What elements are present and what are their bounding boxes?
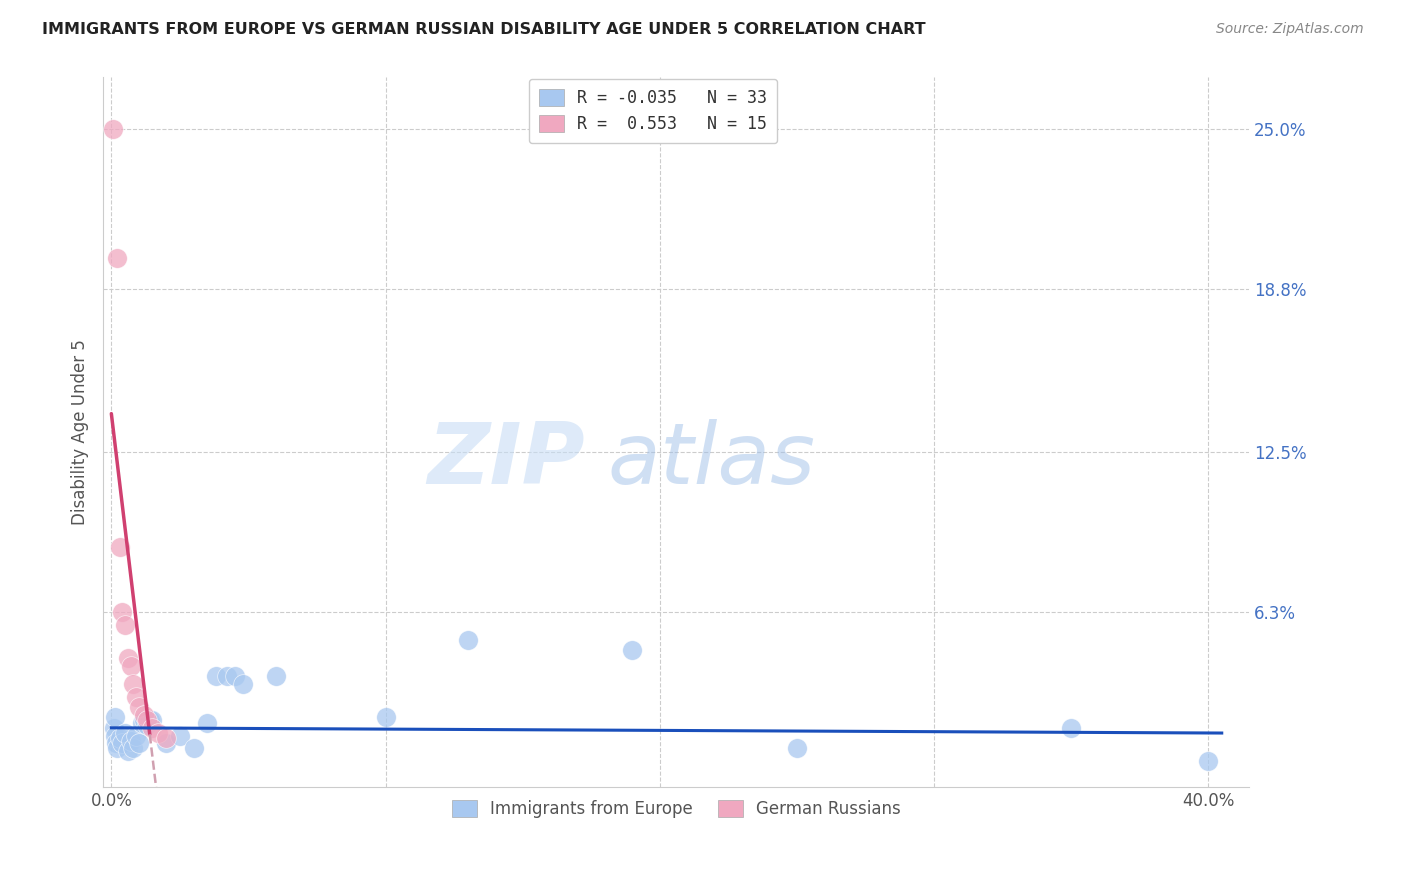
Point [117,651,139,665]
Point [128,700,150,714]
Point [128,736,150,750]
Text: atlas: atlas [607,419,815,502]
Point [146,726,169,740]
Point [117,744,139,758]
Point [131,715,153,730]
Point [103,721,125,735]
Point [114,617,136,632]
Point [169,729,191,743]
Point [111,736,134,750]
Point [195,715,218,730]
Text: Source: ZipAtlas.com: Source: ZipAtlas.com [1216,22,1364,37]
Point [136,713,159,727]
Point [374,710,396,724]
Point [264,669,287,683]
Point [155,736,177,750]
Point [183,741,205,756]
Point [125,729,148,743]
Legend: Immigrants from Europe, German Russians: Immigrants from Europe, German Russians [444,794,907,825]
Point [155,731,177,746]
Text: ZIP: ZIP [427,419,585,502]
Point [138,713,160,727]
Point [232,677,254,691]
Point [136,718,159,732]
Point [108,731,131,746]
Point [105,251,128,265]
Text: IMMIGRANTS FROM EUROPE VS GERMAN RUSSIAN DISABILITY AGE UNDER 5 CORRELATION CHAR: IMMIGRANTS FROM EUROPE VS GERMAN RUSSIAN… [42,22,925,37]
Point [105,736,128,750]
Point [1060,721,1083,735]
Point [786,741,808,756]
Point [120,658,142,673]
Point [141,713,163,727]
Point [141,721,163,735]
Point [621,643,644,657]
Point [114,726,136,740]
Point [215,669,238,683]
Point [457,633,479,648]
Point [104,729,127,743]
Point [111,605,134,619]
Point [108,540,131,554]
Point [122,741,145,756]
Point [104,710,127,724]
Point [134,713,156,727]
Y-axis label: Disability Age Under 5: Disability Age Under 5 [72,339,89,525]
Point [224,669,246,683]
Point [120,733,142,747]
Point [204,669,226,683]
Point [101,122,124,136]
Point [1197,755,1219,769]
Point [122,677,145,691]
Point [134,707,156,722]
Point [105,741,128,756]
Point [125,690,148,704]
